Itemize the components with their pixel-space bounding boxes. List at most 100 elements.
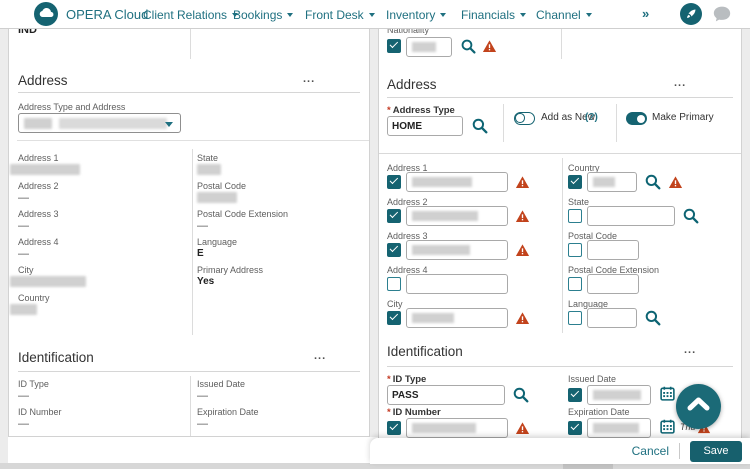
address-section-title: Address [18, 73, 68, 88]
expiration-date-checkbox[interactable] [568, 421, 582, 435]
address-section-menu-button[interactable]: ... [303, 73, 316, 85]
calendar-icon[interactable] [660, 386, 675, 401]
search-icon[interactable] [460, 38, 477, 55]
redacted-text [24, 118, 52, 129]
make-primary-label: Make Primary [652, 112, 714, 123]
field-label: Language [197, 237, 238, 247]
state-input[interactable] [587, 206, 675, 226]
chevron-up-icon [676, 382, 721, 432]
postal-code-input[interactable] [587, 240, 639, 260]
field-value: E [197, 248, 204, 259]
issued-date-label: Issued Date [568, 374, 617, 384]
add-as-new-toggle[interactable] [514, 112, 535, 125]
id-type-input[interactable] [387, 385, 505, 405]
field-label: State [568, 197, 590, 207]
nav-inventory[interactable]: Inventory [386, 8, 447, 22]
language-input[interactable] [587, 308, 637, 328]
make-primary-toggle[interactable] [626, 112, 647, 125]
field-label: Primary Address [197, 265, 264, 275]
address4-input[interactable] [406, 274, 508, 294]
address3-checkbox[interactable] [387, 243, 401, 257]
nav-bookings[interactable]: Bookings [233, 8, 294, 22]
required-marker: * [387, 105, 391, 116]
address1-checkbox[interactable] [387, 175, 401, 189]
nav-client-relations[interactable]: Client Relations [143, 8, 239, 22]
issued-date-input[interactable] [587, 385, 651, 405]
warning-triangle-icon [482, 39, 497, 53]
id-number-input[interactable] [406, 418, 508, 438]
state-checkbox[interactable] [568, 209, 582, 223]
column-divider [192, 149, 193, 335]
postal-code-checkbox[interactable] [568, 243, 582, 257]
chevron-down-icon [165, 122, 173, 127]
expiration-date-input[interactable] [587, 418, 651, 438]
address1-input[interactable] [406, 172, 508, 192]
search-icon[interactable] [644, 173, 662, 191]
expiration-date-label: Expiration Date [568, 407, 630, 417]
address-section-title: Address [387, 77, 437, 92]
country-checkbox[interactable] [568, 175, 582, 189]
speech-bubble-icon[interactable] [712, 5, 732, 28]
identification-section-menu-button[interactable]: ... [684, 344, 697, 356]
postal-code-extension-checkbox[interactable] [568, 277, 582, 291]
divider [679, 443, 680, 459]
search-icon[interactable] [512, 386, 530, 404]
address2-checkbox[interactable] [387, 209, 401, 223]
city-checkbox[interactable] [387, 311, 401, 325]
field-label: Country [18, 293, 50, 303]
section-underline [18, 371, 360, 372]
search-icon[interactable] [682, 207, 700, 225]
nav-channel[interactable]: Channel [536, 8, 592, 22]
field-label: City [18, 265, 34, 275]
help-icon[interactable]: (?) [585, 112, 598, 123]
field-label: Postal Code [568, 231, 618, 241]
city-input[interactable] [406, 308, 508, 328]
postal-code-extension-input[interactable] [587, 274, 639, 294]
nav-front-desk[interactable]: Front Desk [305, 8, 375, 22]
nav-overflow-button[interactable]: » [642, 6, 650, 21]
left-panel: IND Address ... Address Type and Address… [8, 28, 370, 437]
horizontal-scrollbar-thumb[interactable] [563, 463, 613, 469]
search-icon[interactable] [471, 117, 489, 135]
calendar-icon[interactable] [660, 419, 675, 434]
address-type-and-address-select[interactable] [18, 113, 181, 133]
country-input[interactable] [587, 172, 637, 192]
address4-checkbox[interactable] [387, 277, 401, 291]
search-icon[interactable] [644, 309, 662, 327]
language-checkbox[interactable] [568, 311, 582, 325]
address-type-input[interactable] [387, 116, 463, 136]
cancel-button[interactable]: Cancel [631, 444, 669, 458]
id-number-checkbox[interactable] [387, 421, 401, 435]
action-bar: Cancel Save [370, 438, 750, 464]
field-label: Address 1 [18, 153, 59, 163]
nationality-checkbox[interactable] [387, 39, 401, 53]
nationality-input[interactable] [406, 37, 452, 57]
chevron-down-icon [585, 13, 592, 17]
redacted-value [10, 276, 86, 287]
address2-input[interactable] [406, 206, 508, 226]
redacted-value [10, 164, 80, 175]
address3-input[interactable] [406, 240, 508, 260]
field-label: Address 4 [387, 265, 428, 275]
save-button[interactable]: Save [690, 440, 742, 462]
divider [616, 104, 617, 142]
app-header: OPERA Cloud Client Relations Bookings Fr… [0, 0, 750, 29]
address-section-menu-button[interactable]: ... [674, 77, 687, 89]
identification-section-menu-button[interactable]: ... [314, 350, 327, 362]
identification-section-title: Identification [18, 350, 94, 365]
divider [379, 153, 741, 154]
field-label: Country [568, 163, 600, 173]
rocket-icon[interactable] [680, 3, 702, 25]
redacted-text [412, 423, 476, 433]
field-value: — [18, 390, 29, 402]
field-label: Postal Code Extension [197, 209, 289, 219]
field-label: Address 3 [387, 231, 428, 241]
back-to-top-button[interactable] [676, 384, 721, 429]
field-label: Address 2 [18, 181, 59, 191]
field-label: ID Number [18, 407, 62, 417]
nav-financials[interactable]: Financials [461, 8, 527, 22]
horizontal-scrollbar[interactable] [0, 463, 750, 469]
issued-date-checkbox[interactable] [568, 388, 582, 402]
redacted-text [412, 313, 454, 323]
warning-triangle-icon [515, 175, 530, 189]
